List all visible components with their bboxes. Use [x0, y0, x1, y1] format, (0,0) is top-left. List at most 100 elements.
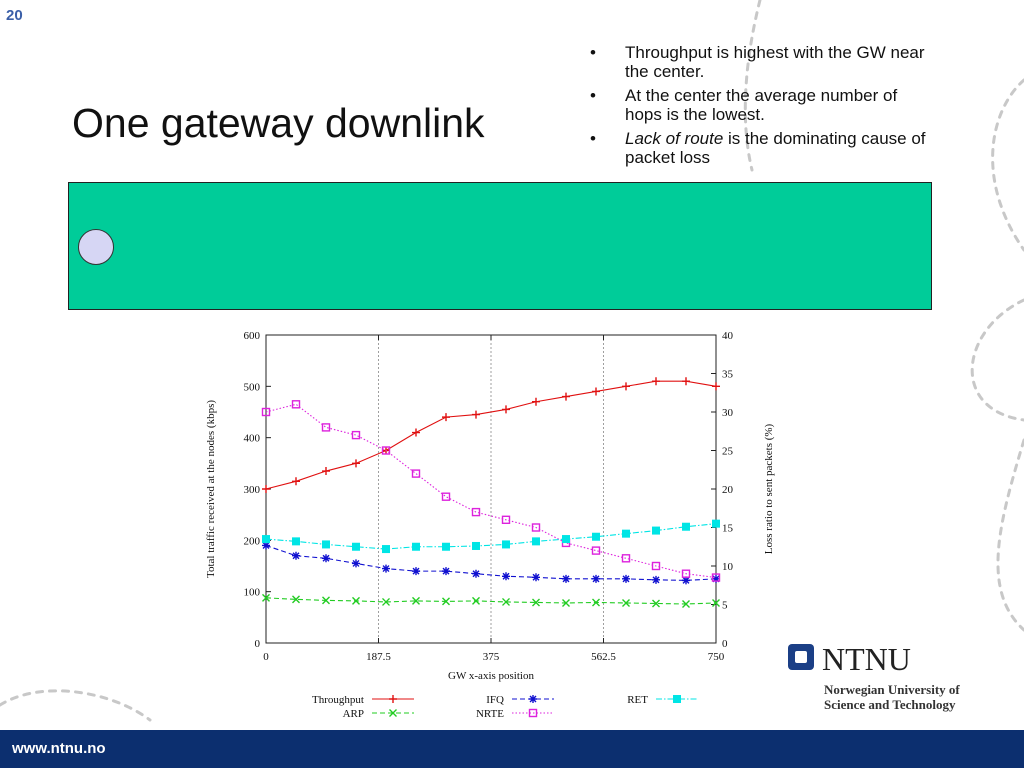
- series-ifq-point: [502, 572, 510, 581]
- footer-url[interactable]: www.ntnu.no: [12, 740, 106, 757]
- series-ifq-point: [622, 574, 630, 583]
- series-ifq-point: [652, 575, 660, 584]
- series-nrte-point: [411, 469, 421, 478]
- y-tick-label-right: 35: [722, 369, 734, 381]
- series-ifq-point: [292, 551, 300, 560]
- series-nrte-point: [471, 507, 481, 517]
- series-nrte-point: [351, 430, 361, 440]
- slide-title: One gateway downlink: [72, 100, 485, 146]
- highlight-box: [68, 182, 932, 310]
- series-throughput-point: [622, 382, 630, 391]
- series-arp-point: [412, 596, 420, 605]
- series-arp: [262, 593, 720, 608]
- series-throughput-point: [532, 397, 540, 406]
- series-ret-point: [712, 519, 720, 528]
- y-tick-label-left: 500: [244, 381, 261, 393]
- series-ret-point: [322, 540, 330, 549]
- series-nrte-line: [265, 403, 717, 579]
- series-ifq-point: [442, 567, 450, 576]
- legend-marker: [529, 695, 537, 703]
- series-arp-point: [322, 596, 330, 605]
- bullet-marker: •: [590, 86, 596, 105]
- y-tick-label-right: 20: [722, 484, 734, 496]
- legend-label: ARP: [343, 708, 364, 720]
- series-ret-point: [532, 537, 540, 546]
- x-tick-label: 750: [708, 651, 725, 663]
- series-throughput-point: [712, 382, 720, 391]
- legend-label: Throughput: [312, 694, 364, 706]
- y-tick-label-right: 40: [722, 330, 734, 342]
- series-nrte-point: [291, 400, 301, 409]
- series-ret-point: [262, 535, 270, 544]
- y-tick-label-left: 300: [244, 484, 261, 496]
- y-tick-label-right: 0: [722, 638, 728, 650]
- y-axis-label-right: Loss ratio to sent packets (%): [763, 423, 775, 554]
- series-arp-line: [265, 597, 717, 605]
- y-tick-label-left: 600: [244, 330, 261, 342]
- legend-marker: [389, 709, 397, 717]
- bullet-text: Lack of route: [625, 129, 724, 148]
- ntnu-logo-text: NTNU: [822, 641, 911, 677]
- series-arp-point: [262, 593, 270, 602]
- series-ret-point: [352, 542, 360, 551]
- circle-shape: [78, 229, 114, 265]
- series-ifq-point: [352, 559, 360, 568]
- series-arp-point: [442, 597, 450, 606]
- series-ifq-point: [472, 569, 480, 578]
- series-ifq-point: [382, 564, 390, 573]
- legend-marker: [528, 708, 538, 718]
- series-ifq-point: [592, 574, 600, 583]
- y-tick-label-right: 30: [722, 407, 734, 419]
- series-nrte-point: [321, 423, 331, 432]
- gateway-chart: 0 187.5 375 562.5 75001002003004005006000510…: [205, 330, 775, 720]
- series-arp-point: [592, 598, 600, 607]
- series-ifq: [262, 541, 720, 585]
- bullet-item: • Throughput is highest with the GW near …: [590, 43, 930, 81]
- series-ret-point: [442, 542, 450, 551]
- legend-marker: [673, 695, 681, 703]
- series-throughput-point: [442, 413, 450, 422]
- y-tick-label-right: 10: [722, 561, 734, 573]
- series-arp-point: [472, 596, 480, 605]
- y-tick-label-left: 0: [255, 638, 261, 650]
- series-throughput-line: [265, 380, 717, 490]
- series-throughput-point: [262, 485, 270, 493]
- series-throughput-point: [352, 459, 360, 468]
- ntnu-subtitle-line1: Norwegian University of: [824, 682, 960, 697]
- series-arp-point: [292, 595, 300, 604]
- series-ifq-point: [532, 573, 540, 582]
- series-ret-point: [592, 532, 600, 541]
- series-ret-point: [382, 545, 390, 554]
- legend-label: RET: [627, 694, 648, 706]
- bullet-text: Throughput is highest with the GW near t…: [625, 43, 925, 81]
- series-ifq-point: [412, 567, 420, 576]
- ntnu-subtitle: Norwegian University of Science and Tech…: [824, 682, 960, 712]
- series-arp-point: [382, 597, 390, 606]
- series-nrte-point: [711, 573, 721, 582]
- series-ifq-line: [265, 544, 717, 581]
- series-arp-point: [562, 598, 570, 607]
- ntnu-subtitle-line2: Science and Technology: [824, 697, 956, 712]
- series-nrte-point: [441, 492, 451, 501]
- series-arp-point: [389, 709, 397, 717]
- series-throughput-point: [389, 695, 397, 703]
- series-ret-point: [652, 526, 660, 535]
- series-ifq-point: [322, 554, 330, 563]
- y-tick-label-right: 15: [722, 523, 734, 535]
- series-nrte-point: [591, 546, 601, 555]
- x-tick-label: 187.5: [366, 651, 391, 663]
- series-throughput-point: [292, 477, 300, 486]
- series-ifq-point: [562, 574, 570, 583]
- bullet-text: At the center the average number of hops…: [625, 86, 898, 124]
- series-throughput-point: [682, 377, 690, 386]
- series-arp-point: [712, 598, 720, 607]
- y-tick-label-right: 25: [722, 446, 734, 458]
- y-tick-label-left: 100: [244, 587, 261, 599]
- series-arp-point: [352, 596, 360, 605]
- bullet-item: • Lack of route is the dominating cause o…: [590, 129, 930, 167]
- series-arp-point: [652, 599, 660, 608]
- series-nrte-point: [651, 561, 661, 571]
- bullet-marker: •: [590, 129, 596, 148]
- series-ifq-point: [262, 541, 270, 550]
- x-tick-label: 0: [263, 651, 269, 663]
